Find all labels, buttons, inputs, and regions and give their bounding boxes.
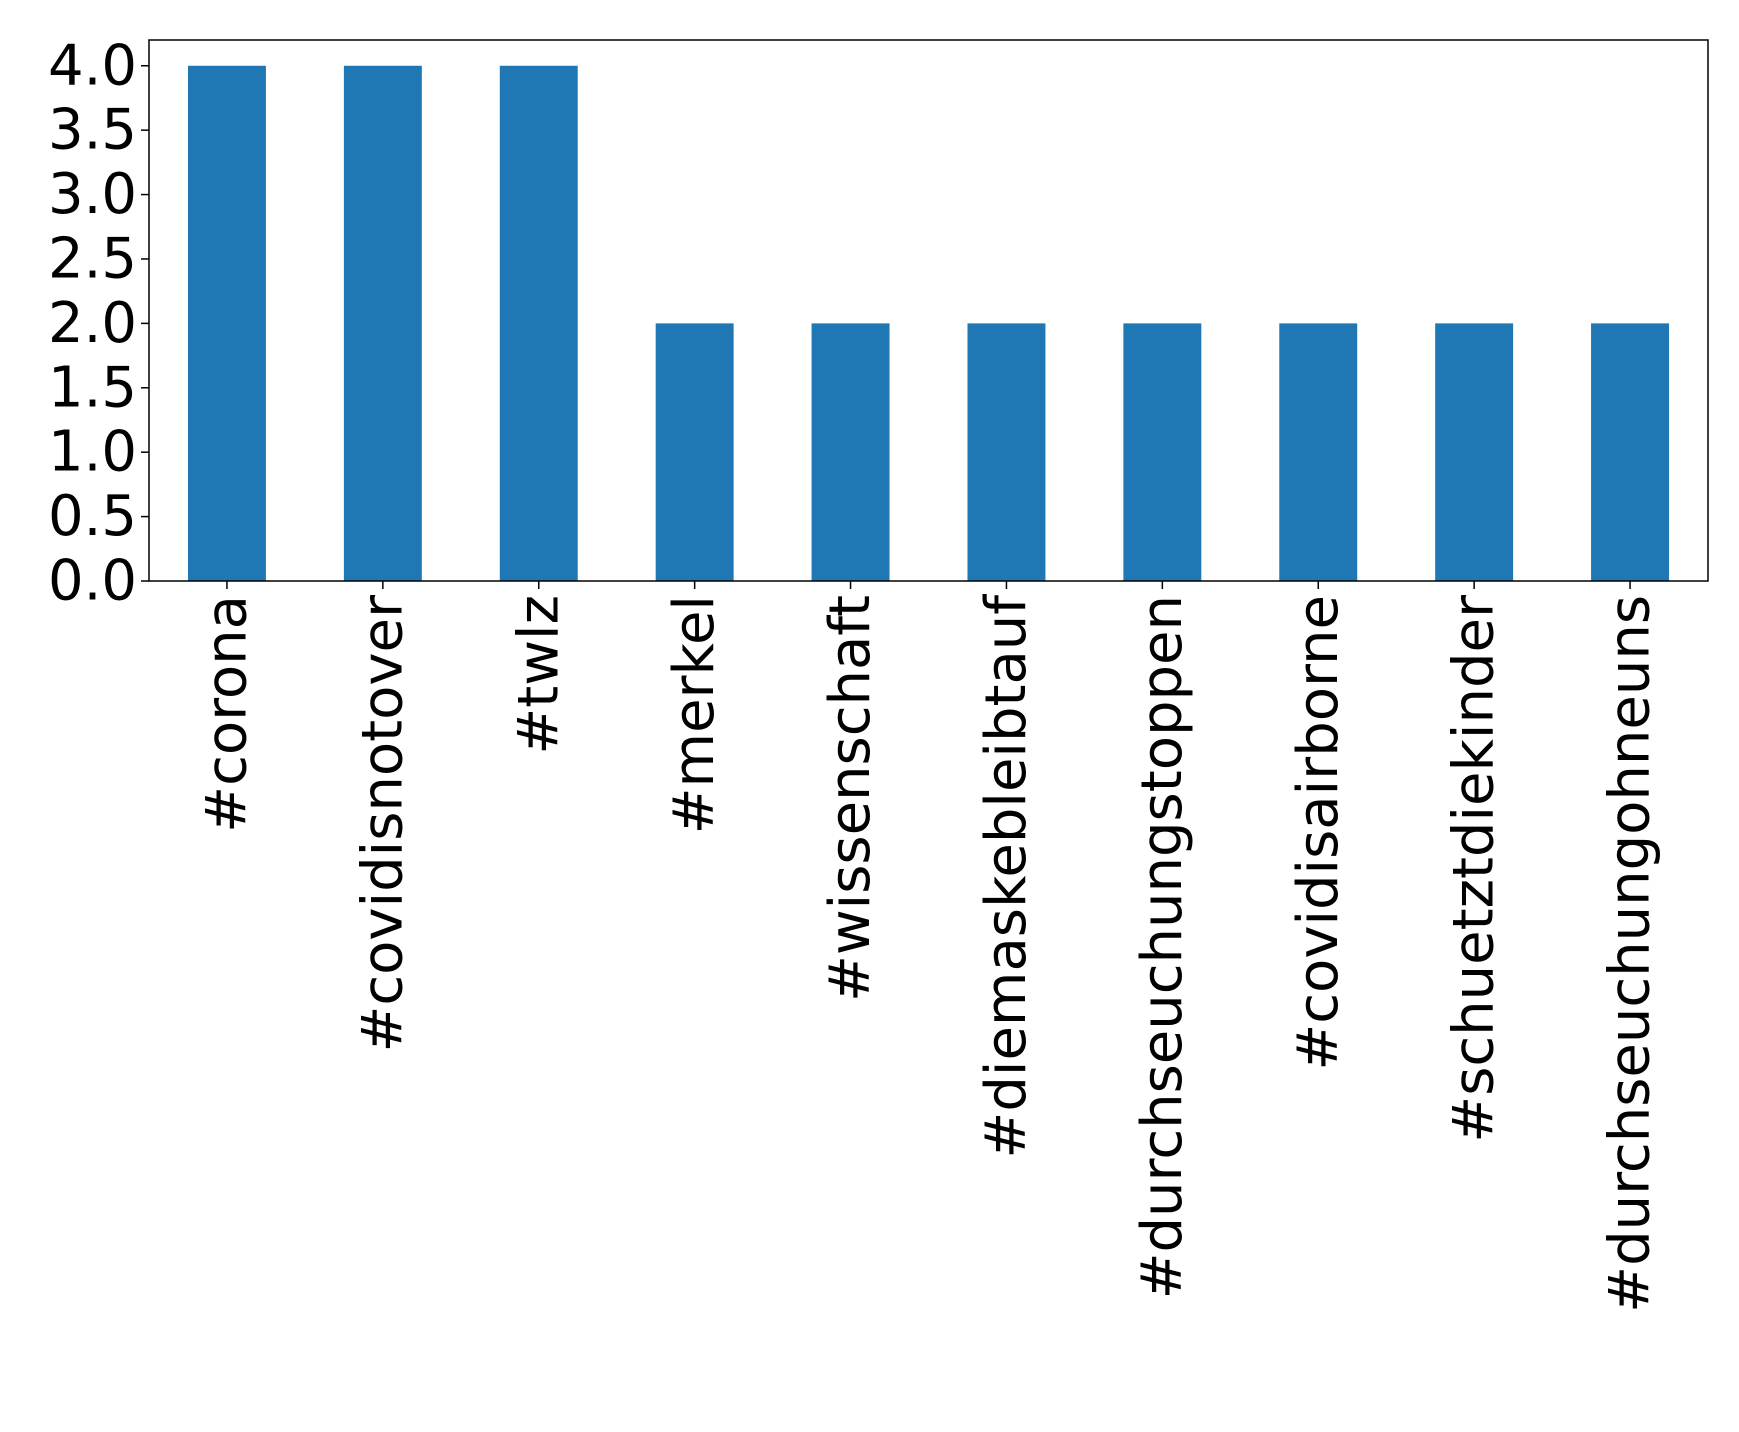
bar xyxy=(1123,323,1202,581)
x-tick-label: #corona xyxy=(194,595,259,833)
bar xyxy=(343,65,422,581)
x-tick-label: #covidisnotover xyxy=(350,594,415,1053)
x-tick-label: #diemaskebleibtauf xyxy=(974,594,1039,1159)
y-tick-label: 2.5 xyxy=(48,226,137,291)
bar xyxy=(499,65,578,581)
y-tick-label: 4.0 xyxy=(48,33,137,98)
y-tick-label: 3.0 xyxy=(48,162,137,227)
bar xyxy=(1435,323,1514,581)
x-tick-label: #wissenschaft xyxy=(818,595,883,1002)
bar xyxy=(1591,323,1670,581)
x-tick-label: #twlz xyxy=(506,595,571,755)
bar xyxy=(1279,323,1358,581)
y-tick-label: 1.5 xyxy=(48,355,137,420)
y-tick-label: 0.0 xyxy=(48,549,137,614)
y-tick-label: 0.5 xyxy=(48,484,137,549)
x-tick-label: #merkel xyxy=(662,595,727,834)
y-tick-label: 1.0 xyxy=(48,420,137,485)
bar xyxy=(967,323,1046,581)
bar xyxy=(811,323,890,581)
x-tick-label: #schuetztdiekinder xyxy=(1442,594,1507,1143)
bar xyxy=(655,323,734,581)
x-tick-label: #durchseuchungohneuns xyxy=(1598,595,1663,1313)
y-tick-label: 3.5 xyxy=(48,98,137,163)
plot-frame xyxy=(148,39,1709,582)
y-tick-label: 2.0 xyxy=(48,291,137,356)
bar xyxy=(187,65,266,581)
x-tick-label: #durchseuchungstoppen xyxy=(1130,595,1195,1299)
x-tick-label: #covidisairborne xyxy=(1286,595,1351,1071)
